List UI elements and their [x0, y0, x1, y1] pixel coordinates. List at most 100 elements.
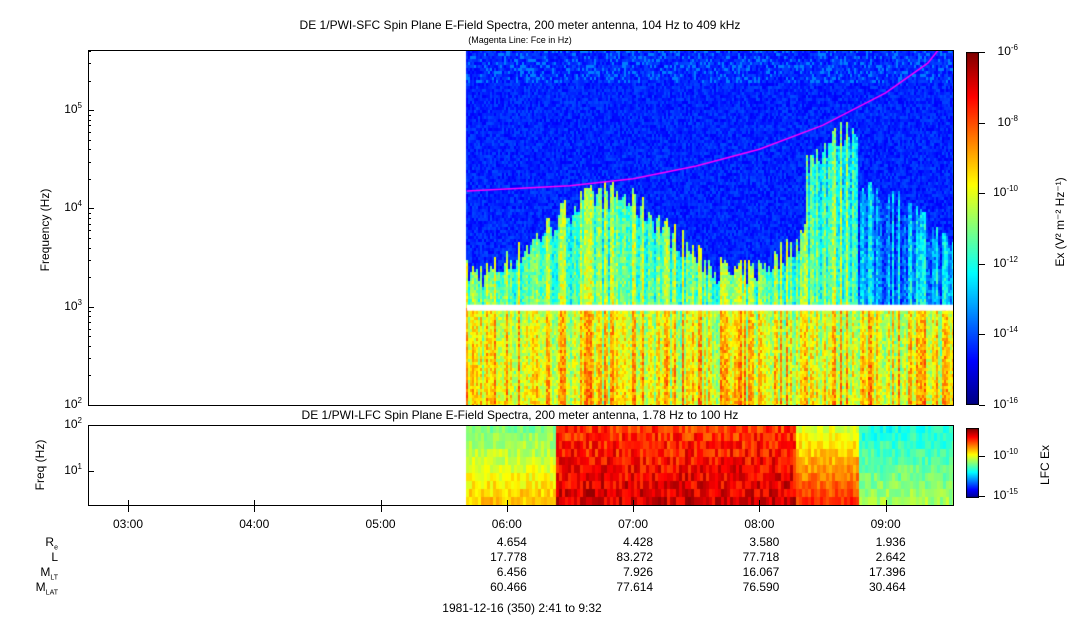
ephemeris-label: L	[51, 550, 58, 564]
ephemeris-value: 4.428	[623, 535, 654, 549]
tick-base: 10	[997, 44, 1011, 58]
ephemeris-value: 16.067	[742, 565, 780, 579]
ytick-minor	[88, 178, 91, 180]
ytick-minor	[88, 230, 91, 232]
xtick	[254, 500, 256, 506]
xtick-label: 09:00	[870, 517, 901, 531]
ytick-minor	[88, 161, 91, 163]
ephemeris-value: 83.272	[616, 550, 654, 564]
ytick-minor	[88, 114, 91, 116]
tick-exponent: -15	[1006, 487, 1018, 496]
tick-base: 10	[64, 200, 78, 215]
tick-base: 10	[993, 488, 1007, 502]
bottom-colorbar	[966, 428, 979, 498]
ephemeris-value: 6.456	[496, 565, 527, 579]
tick-exponent: -10	[1006, 447, 1018, 456]
tick-exponent: 5	[77, 101, 82, 111]
top-title: DE 1/PWI-SFC Spin Plane E-Field Spectra,…	[299, 18, 741, 32]
ytick	[88, 306, 94, 308]
ytick-minor	[88, 358, 91, 360]
top-ytick-label: 105	[64, 101, 82, 116]
tick-exponent: -14	[1006, 325, 1018, 335]
tick-exponent: 2	[77, 396, 82, 405]
xtick	[380, 506, 382, 512]
sfc-spectrogram	[88, 50, 953, 405]
top-ytick-label: 102	[64, 396, 82, 411]
ytick-minor	[88, 125, 91, 127]
ytick-minor	[88, 277, 91, 279]
bottom-title: DE 1/PWI-LFC Spin Plane E-Field Spectra,…	[301, 408, 739, 422]
top-ytick-label: 103	[64, 298, 82, 313]
ytick-minor	[88, 149, 91, 151]
colorbar-tick-label: 10-14	[993, 325, 1018, 340]
ytick	[88, 110, 94, 112]
colorbar-tick	[979, 496, 985, 497]
colorbar-tick	[979, 334, 985, 336]
tick-exponent: 3	[77, 297, 82, 307]
xtick-label: 06:00	[491, 517, 522, 531]
colorbar-tick-label: 10-8	[998, 114, 1018, 129]
tick-base: 10	[64, 397, 78, 411]
xtick	[506, 506, 508, 512]
xtick	[127, 500, 129, 506]
colorbar-tick	[979, 122, 985, 124]
ephemeris-value: 30.464	[868, 580, 906, 594]
tick-exponent: -10	[1006, 184, 1018, 194]
ephemeris-value: 77.718	[742, 550, 780, 564]
colorbar-tick-label: 10-6	[998, 43, 1018, 58]
xtick	[506, 500, 508, 506]
ytick-minor	[88, 212, 91, 214]
bottom-ylabel: Freq (Hz)	[33, 439, 47, 491]
xtick	[380, 500, 382, 506]
tick-exponent: -16	[1006, 396, 1018, 405]
xtick-label: 03:00	[112, 517, 143, 531]
top-subtitle: (Magenta Line: Fce in Hz)	[468, 35, 572, 45]
xtick	[254, 506, 256, 512]
bottom-ytick-label: 102	[64, 416, 82, 431]
ytick-minor	[88, 345, 91, 347]
tick-base: 10	[64, 298, 78, 313]
ephemeris-value: 2.642	[875, 550, 906, 564]
xtick-label: 05:00	[365, 517, 396, 531]
tick-exponent: -6	[1010, 43, 1018, 52]
tick-exponent: 1	[77, 461, 82, 471]
colorbar-tick-label: 10-15	[993, 487, 1018, 502]
tick-base: 10	[64, 417, 78, 431]
tick-base: 10	[64, 102, 78, 117]
ytick	[88, 405, 94, 406]
top-colorbar	[966, 52, 979, 405]
ytick	[88, 470, 94, 472]
colorbar-tick	[979, 456, 985, 457]
ephemeris-value: 17.396	[868, 565, 906, 579]
ephemeris-value: 3.580	[749, 535, 780, 549]
xtick-label: 04:00	[239, 517, 270, 531]
ytick-minor	[88, 247, 91, 249]
colorbar-tick-label: 10-16	[993, 396, 1018, 411]
bottom-ytick-label: 101	[64, 462, 82, 477]
xtick-label: 08:00	[744, 517, 775, 531]
ytick-minor	[88, 139, 91, 141]
tick-base: 10	[993, 326, 1007, 341]
xtick	[633, 500, 635, 506]
ephemeris-label: Re	[45, 535, 58, 552]
ephemeris-label: MLAT	[35, 580, 58, 597]
ytick-minor	[88, 336, 91, 338]
tick-exponent: -8	[1010, 113, 1018, 123]
ytick-minor	[88, 259, 91, 261]
ephemeris-value: 76.590	[742, 580, 780, 594]
tick-base: 10	[993, 185, 1007, 200]
tick-base: 10	[993, 255, 1007, 270]
top-colorbar-label: Ex (V² m⁻² Hz⁻¹)	[1053, 177, 1067, 267]
xtick	[759, 506, 761, 512]
ephemeris-value: 60.466	[490, 580, 527, 594]
tick-base: 10	[993, 448, 1007, 462]
colorbar-tick	[979, 263, 985, 265]
ytick	[88, 425, 94, 426]
ytick	[88, 208, 94, 210]
lfc-spectrogram	[88, 425, 953, 505]
bottom-colorbar-label: LFC Ex	[1038, 445, 1052, 486]
ephemeris-value: 4.654	[496, 535, 527, 549]
ytick-minor	[88, 223, 91, 225]
xtick	[127, 506, 129, 512]
ytick-minor	[88, 375, 91, 377]
